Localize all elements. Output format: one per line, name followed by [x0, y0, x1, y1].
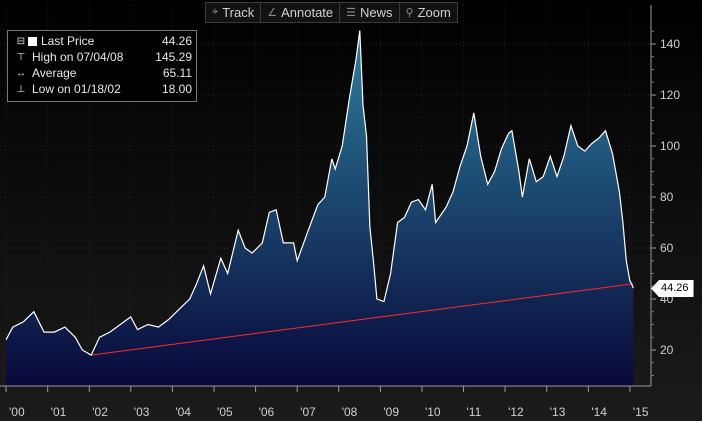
magnifier-icon: ⚲ — [405, 7, 414, 19]
average-value: 65.11 — [162, 66, 192, 80]
average-label: Average — [32, 66, 77, 80]
y-tick-label: 100 — [660, 139, 680, 153]
low-marker-icon: ⊥ — [16, 83, 26, 95]
last-price-label: Last Price — [41, 34, 95, 48]
price-line[interactable] — [5, 30, 634, 356]
x-tick-label: '03 — [134, 405, 150, 419]
zoom-label: Zoom — [417, 5, 451, 20]
x-tick-label: '06 — [259, 405, 275, 419]
annotate-button[interactable]: ∠ Annotate — [261, 3, 341, 22]
legend-row-last-price[interactable]: ⊟ Last Price 44.26 — [14, 33, 192, 49]
legend-box[interactable]: ⊟ Last Price 44.26 ⊤ High on 07/04/08 14… — [7, 30, 197, 102]
x-axis: '00 '01 '02 '03 '04 '05 '06 '07 '08 '09 '10 '11 '12 '… — [5, 386, 649, 419]
news-button[interactable]: ☰ News — [340, 3, 400, 22]
trend-line[interactable] — [91, 283, 634, 356]
track-label: Track — [222, 5, 255, 20]
y-tick-label: 20 — [660, 343, 674, 357]
average-marker-icon: ↔ — [16, 67, 26, 79]
x-tick-label: '14 — [591, 405, 607, 419]
low-label: Low on 01/18/02 — [32, 82, 121, 96]
collapse-icon[interactable]: ⊟ — [16, 35, 26, 47]
crosshair-icon: ⌖ — [212, 6, 219, 18]
news-icon: ☰ — [346, 7, 357, 19]
last-price-swatch — [28, 36, 37, 46]
high-label: High on 07/04/08 — [32, 50, 124, 64]
x-tick-label: '08 — [342, 405, 358, 419]
low-value: 18.00 — [161, 82, 192, 96]
x-tick-label: '13 — [550, 405, 566, 419]
y-tick-label: 60 — [660, 241, 674, 255]
x-tick-label: '11 — [467, 405, 482, 419]
price-area — [6, 30, 634, 386]
track-button[interactable]: ⌖ Track — [206, 3, 262, 22]
legend-row-high: ⊤ High on 07/04/08 145.29 — [14, 49, 192, 65]
high-marker-icon: ⊤ — [16, 51, 26, 63]
y-tick-label: 140 — [660, 37, 680, 51]
chart-toolbar: ⌖ Track ∠ Annotate ☰ News ⚲ Zoom — [205, 2, 458, 23]
x-tick-label: '00 — [9, 405, 25, 419]
x-tick-label: '04 — [175, 405, 191, 419]
last-price-value: 44.26 — [161, 34, 192, 48]
y-tick-label: 80 — [660, 190, 674, 204]
x-tick-label: '01 — [51, 405, 67, 419]
x-tick-label: '12 — [508, 405, 524, 419]
high-value: 145.29 — [155, 50, 192, 64]
x-tick-label: '05 — [217, 405, 233, 419]
x-tick-label: '15 — [633, 405, 649, 419]
pencil-icon: ∠ — [267, 7, 278, 19]
annotate-label: Annotate — [281, 5, 334, 20]
x-tick-label: '02 — [92, 405, 108, 419]
x-tick-label: '07 — [300, 405, 316, 419]
zoom-button[interactable]: ⚲ Zoom — [400, 3, 457, 22]
x-tick-label: '10 — [425, 405, 441, 419]
news-label: News — [360, 5, 393, 20]
legend-row-average: ↔ Average 65.11 — [14, 65, 192, 81]
legend-row-low: ⊥ Low on 01/18/02 18.00 — [14, 81, 192, 97]
y-tick-label: 120 — [660, 88, 680, 102]
last-price-badge: 44.26 — [651, 280, 694, 297]
x-tick-label: '09 — [383, 405, 399, 419]
